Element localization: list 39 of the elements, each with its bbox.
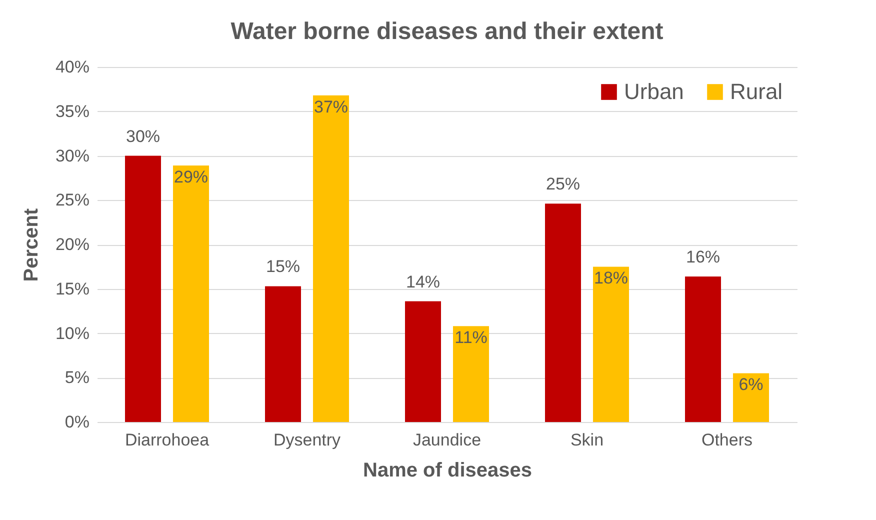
x-tick-label: Others <box>701 430 753 450</box>
x-tick-label: Skin <box>570 430 604 450</box>
y-axis-title: Percent <box>20 208 42 282</box>
data-label: 15% <box>266 257 300 276</box>
y-tick-label: 40% <box>55 58 90 76</box>
x-tick-label: Dysentry <box>273 430 342 450</box>
legend-label: Rural <box>730 79 783 104</box>
bar <box>453 326 489 422</box>
bar <box>733 373 769 422</box>
bar <box>313 95 349 422</box>
bar <box>405 301 441 422</box>
y-tick-label: 30% <box>55 146 90 166</box>
chart-title: Water borne diseases and their extent <box>230 18 664 45</box>
bar <box>593 266 629 422</box>
y-tick-label: 15% <box>55 279 90 298</box>
data-label: 25% <box>546 174 580 194</box>
y-tick-label: 0% <box>64 412 90 432</box>
y-tick-label: 35% <box>55 102 90 121</box>
bar <box>173 166 209 422</box>
x-axis-title: Name of diseases <box>363 460 532 482</box>
x-tick-label: Jaundice <box>412 430 482 450</box>
y-tick-label: 5% <box>64 368 90 388</box>
data-label: 16% <box>686 247 720 266</box>
data-label: 29% <box>174 168 208 187</box>
data-label: 14% <box>406 272 440 292</box>
y-tick-label: 10% <box>55 324 90 343</box>
bar <box>125 156 161 422</box>
data-label: 18% <box>594 268 628 288</box>
data-label: 11% <box>454 328 488 348</box>
data-label: 30% <box>126 126 160 146</box>
bar <box>265 286 301 422</box>
data-label: 37% <box>314 97 348 116</box>
legend-label: Urban <box>624 79 684 104</box>
y-tick-label: 25% <box>55 190 90 210</box>
data-label: 6% <box>738 375 764 394</box>
bar <box>545 204 581 422</box>
x-tick-label: Diarrohoea <box>124 430 210 450</box>
bar <box>685 276 721 422</box>
y-tick-label: 20% <box>55 235 90 254</box>
